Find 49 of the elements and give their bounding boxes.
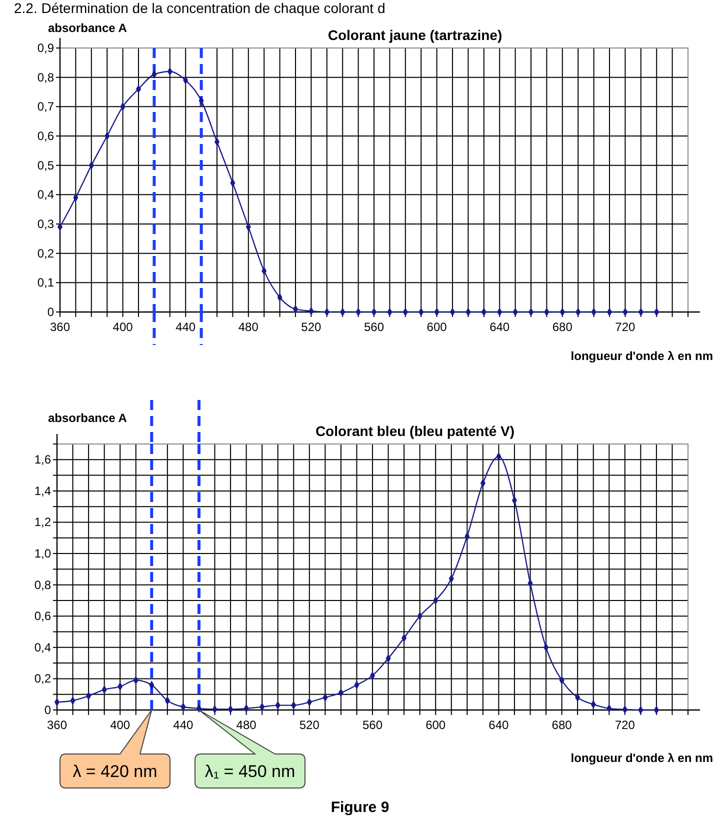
y-tick-label: 1,4 <box>34 484 52 498</box>
x-tick-label: 520 <box>301 320 322 334</box>
y-tick-label: 1,0 <box>34 546 52 561</box>
y-tick-label: 0,5 <box>37 158 54 172</box>
y-tick-label: 0,2 <box>34 672 52 686</box>
y-tick-label: 0,6 <box>37 129 54 143</box>
text: λ₁ = 450 nm <box>204 762 296 781</box>
x-tick-label: 720 <box>615 320 636 334</box>
x-tick-label: 560 <box>364 320 384 334</box>
x-tick-label: 480 <box>238 320 259 334</box>
y-tick-label: 0,6 <box>34 609 52 624</box>
x-tick-label: 600 <box>426 320 448 334</box>
y-tick-label: 1,2 <box>34 515 52 530</box>
y-tick-label: 0,1 <box>37 276 54 290</box>
y-tick-label: 0,2 <box>37 246 54 260</box>
x-tick-label: 480 <box>236 718 257 732</box>
y-tick-label: 0,8 <box>34 578 52 592</box>
x-tick-label: 640 <box>490 320 510 334</box>
x-axis-title: longueur d'onde λ en nm <box>570 751 713 765</box>
x-tick-label: 680 <box>552 718 572 732</box>
chart-title: Colorant bleu (bleu patenté V) <box>315 423 515 439</box>
x-tick-label: 640 <box>488 718 510 732</box>
y-tick-label: 0,8 <box>37 70 54 84</box>
x-tick-label: 440 <box>173 718 194 732</box>
x-tick-label: 720 <box>614 718 636 732</box>
text: 2.2. Détermination de la concentration de chaque colorant d <box>14 0 386 16</box>
y-tick-label: 0 <box>44 703 52 717</box>
chart-title: Colorant jaune (tartrazine) <box>328 27 502 43</box>
y-tick-label: 0,4 <box>37 188 54 202</box>
x-tick-label: 360 <box>50 320 70 334</box>
y-tick-label: 1,6 <box>34 452 52 467</box>
text: λ = 420 nm <box>72 762 158 781</box>
x-tick-label: 600 <box>426 718 446 732</box>
x-tick-label: 680 <box>552 320 573 334</box>
y-tick-label: 0 <box>47 305 54 319</box>
x-tick-label: 520 <box>299 718 320 732</box>
y-tick-label: 0,7 <box>37 100 54 114</box>
x-axis-title: longueur d'onde λ en nm <box>570 349 713 363</box>
x-tick-label: 400 <box>112 320 134 334</box>
x-tick-label: 400 <box>110 718 130 732</box>
y-tick-label: 0,3 <box>37 217 54 231</box>
y-tick-label: 0,9 <box>37 41 54 55</box>
y-axis-title: absorbance A <box>48 21 128 35</box>
x-tick-label: 360 <box>46 718 68 732</box>
x-tick-label: 440 <box>176 320 196 334</box>
y-axis-title: absorbance A <box>48 411 128 425</box>
caption: Figure 9 <box>330 799 390 816</box>
y-tick-label: 0,4 <box>34 640 52 654</box>
x-tick-label: 560 <box>362 718 383 732</box>
